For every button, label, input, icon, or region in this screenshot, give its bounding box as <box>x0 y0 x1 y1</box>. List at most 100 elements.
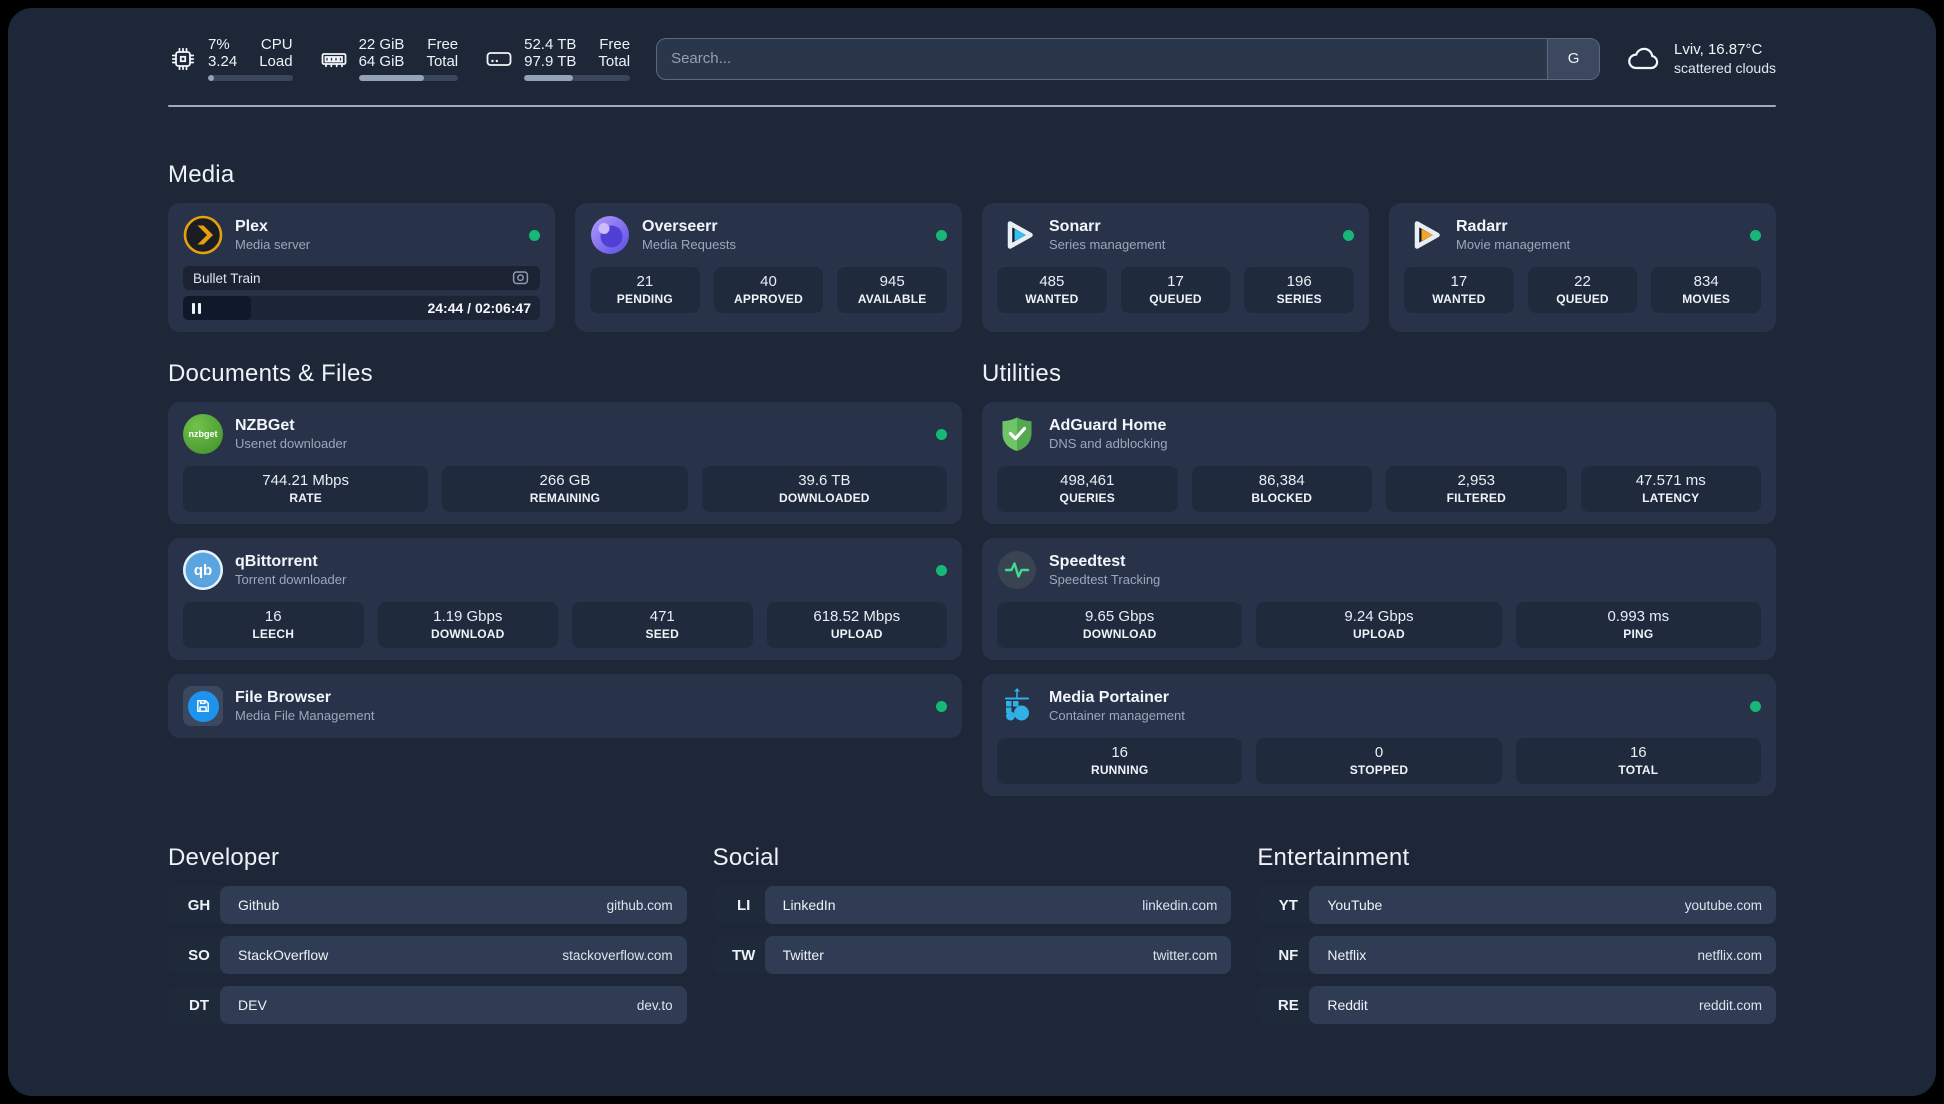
app-name: NZBGet <box>235 417 295 434</box>
app-card-radarr[interactable]: Radarr Movie management 17 WANTED 22 QUE… <box>1389 203 1776 332</box>
stat-value: 16 <box>264 608 282 625</box>
app-card-sonarr[interactable]: Sonarr Series management 485 WANTED 17 Q… <box>982 203 1369 332</box>
playback-progress[interactable]: 24:44 / 02:06:47 <box>183 296 540 320</box>
app-card-nzbget[interactable]: nzbget NZBGet Usenet downloader 744.21 M… <box>168 402 962 524</box>
stat-label: APPROVED <box>734 292 803 306</box>
stat-tile: 16 TOTAL <box>1515 738 1761 784</box>
stat-label: RUNNING <box>1090 763 1149 777</box>
stat-label: BLOCKED <box>1251 491 1313 505</box>
stat-tile: 618.52 Mbps UPLOAD <box>766 602 947 648</box>
ram-total-label: Total <box>426 53 459 70</box>
now-playing-row: Bullet Train <box>183 266 540 290</box>
section-title-developer: Developer <box>168 844 280 871</box>
app-stats: 744.21 Mbps RATE 266 GB REMAINING 39.6 T… <box>183 466 947 512</box>
app-stats: 21 PENDING 40 APPROVED 945 AVAILABLE <box>590 267 948 313</box>
stat-value: 1.19 Gbps <box>433 608 503 625</box>
stat-value: 9.65 Gbps <box>1085 608 1155 625</box>
dashboard: 7% CPU 3.24 Load 22 <box>8 8 1936 1096</box>
app-card-filebrowser[interactable]: File Browser Media File Management <box>168 674 962 738</box>
app-titles: AdGuard Home DNS and adblocking <box>1049 416 1168 452</box>
stat-value: 945 <box>879 273 905 290</box>
stat-label: QUERIES <box>1059 491 1115 505</box>
stat-value: 22 <box>1574 273 1591 290</box>
stat-value: 17 <box>1450 273 1468 290</box>
app-titles: Radarr Movie management <box>1456 217 1570 253</box>
overseerr-icon <box>590 215 630 255</box>
stat-tile: 22 QUEUED <box>1527 267 1638 313</box>
stat-value: 21 <box>636 273 654 290</box>
app-name: Plex <box>235 218 268 235</box>
stat-tile: 17 WANTED <box>1404 267 1514 313</box>
bookmark-reddit[interactable]: RE Reddit reddit.com <box>1257 986 1776 1024</box>
weather-widget[interactable]: Lviv, 16.87°C scattered clouds <box>1626 40 1776 77</box>
app-name: Speedtest <box>1049 553 1126 570</box>
cloud-icon <box>1628 47 1659 70</box>
app-card-portainer[interactable]: Media Portainer Container management 16 … <box>982 674 1776 796</box>
search-engine-button[interactable]: G <box>1547 38 1600 79</box>
stat-label: UPLOAD <box>830 627 883 641</box>
bookmark-stackoverflow[interactable]: SO StackOverflow stackoverflow.com <box>168 936 687 974</box>
ram-progress-bar <box>358 75 459 81</box>
sonarr-icon <box>997 215 1037 255</box>
search-bar: G <box>656 37 1601 80</box>
search-input[interactable] <box>657 38 1548 79</box>
section-title-media: Media <box>168 161 235 188</box>
section-title-social: Social <box>712 844 780 871</box>
stat-tile: 16 RUNNING <box>997 738 1243 784</box>
bookmark-bar: StackOverflow stackoverflow.com <box>220 936 687 974</box>
radarr-card-header: Radarr Movie management <box>1404 215 1761 255</box>
cpu-load-value: 3.24 <box>208 53 238 70</box>
app-name: AdGuard Home <box>1049 417 1167 434</box>
bookmark-name: Reddit <box>1327 997 1368 1013</box>
app-name: Radarr <box>1456 218 1508 235</box>
stat-tile: 21 PENDING <box>590 267 700 313</box>
app-name: qBittorrent <box>235 553 318 570</box>
section-title-utilities: Utilities <box>982 360 1062 387</box>
app-card-plex[interactable]: Plex Media server Bullet Train 24:44 / 0 <box>168 203 555 332</box>
bookmark-twitter[interactable]: TW Twitter twitter.com <box>712 936 1232 974</box>
stat-value: 9.24 Gbps <box>1344 608 1414 625</box>
app-name: File Browser <box>235 689 332 706</box>
stat-label: QUEUED <box>1149 292 1202 306</box>
bookmark-dev[interactable]: DT DEV dev.to <box>168 986 687 1024</box>
stat-label: DOWNLOAD <box>1082 627 1157 641</box>
bookmark-name: DEV <box>238 997 267 1013</box>
bookmark-netflix[interactable]: NF Netflix netflix.com <box>1257 936 1776 974</box>
app-name: Overseerr <box>642 218 718 235</box>
ram-progress-fill <box>358 75 425 81</box>
stat-tile: 16 LEECH <box>183 602 364 648</box>
stat-label: TOTAL <box>1618 763 1659 777</box>
bookmark-linkedin[interactable]: LI LinkedIn linkedin.com <box>712 886 1232 924</box>
app-card-qbittorrent[interactable]: qb qBittorrent Torrent downloader 16 LEE… <box>168 538 962 660</box>
ram-free-value: 22 GiB <box>358 36 405 53</box>
ram-icon <box>321 52 346 67</box>
stat-tile: 9.24 Gbps UPLOAD <box>1256 602 1502 648</box>
app-card-adguard[interactable]: AdGuard Home DNS and adblocking 498,461 … <box>982 402 1776 524</box>
plex-card-header: Plex Media server <box>183 215 540 255</box>
status-dot <box>529 229 540 241</box>
disk-free-value: 52.4 TB <box>524 36 577 53</box>
weather-location-temp: Lviv, 16.87°C <box>1674 41 1763 58</box>
app-card-speedtest[interactable]: Speedtest Speedtest Tracking 9.65 Gbps D… <box>982 538 1776 660</box>
cpu-widget: 7% CPU 3.24 Load <box>168 36 293 81</box>
ram-total-value: 64 GiB <box>358 53 405 70</box>
speedtest-icon <box>997 550 1037 590</box>
app-titles: NZBGet Usenet downloader <box>235 416 347 452</box>
speedtest-card-header: Speedtest Speedtest Tracking <box>997 550 1761 590</box>
app-subtitle: Media server <box>235 237 311 252</box>
bookmark-abbr: LI <box>712 886 775 924</box>
app-titles: Media Portainer Container management <box>1049 688 1185 724</box>
stat-label: DOWNLOADED <box>778 491 870 505</box>
stat-value: 16 <box>1629 744 1647 761</box>
bookmark-youtube[interactable]: YT YouTube youtube.com <box>1257 886 1776 924</box>
bookmark-url: youtube.com <box>1684 897 1762 913</box>
stat-tile: 1.19 Gbps DOWNLOAD <box>377 602 558 648</box>
stat-value: 86,384 <box>1258 472 1305 489</box>
bookmark-github[interactable]: GH Github github.com <box>168 886 687 924</box>
bookmark-bar: Netflix netflix.com <box>1309 936 1776 974</box>
stat-tile: 485 WANTED <box>997 267 1107 313</box>
ram-free-label: Free <box>427 36 459 53</box>
stat-value: 471 <box>649 608 675 625</box>
status-dot <box>936 564 947 576</box>
app-card-overseerr[interactable]: Overseerr Media Requests 21 PENDING 40 A… <box>575 203 962 332</box>
